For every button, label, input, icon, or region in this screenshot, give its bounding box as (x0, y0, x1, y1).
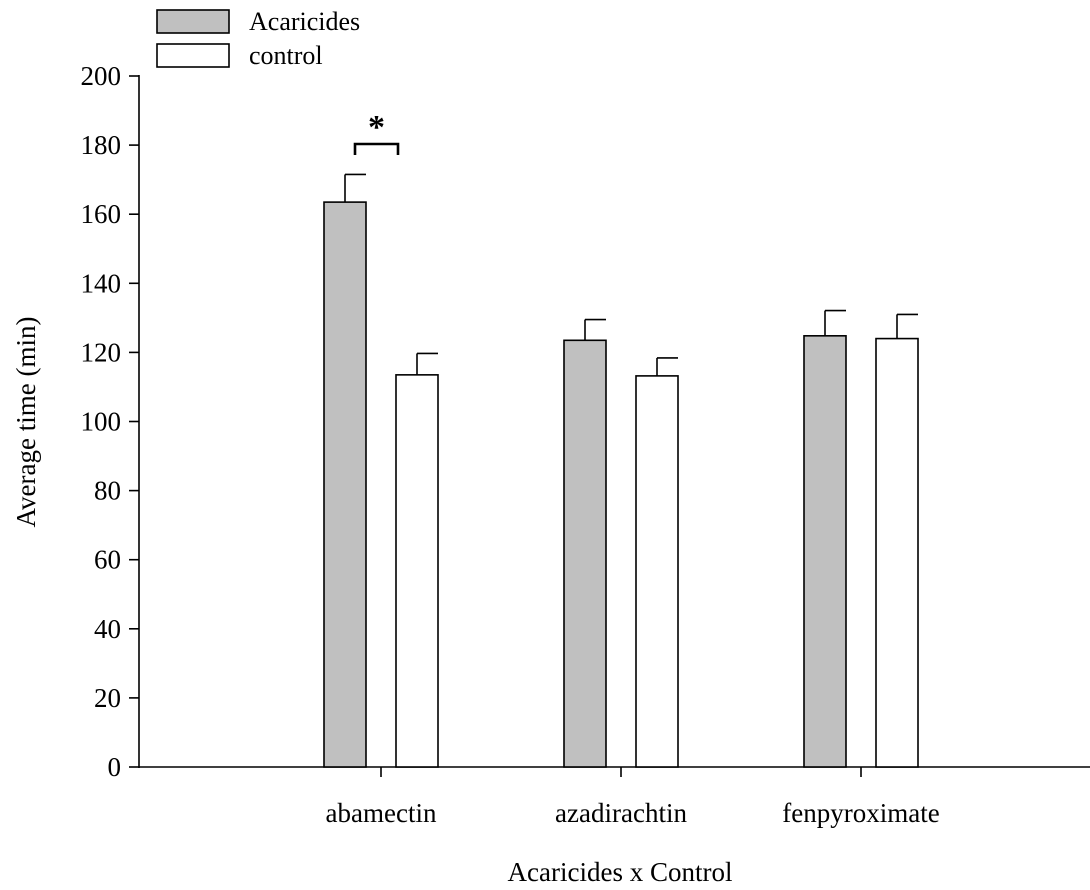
x-tick-label: abamectin (326, 798, 437, 828)
bar-acaricides-fenpyroximate (803, 335, 847, 768)
y-tick-label: 180 (81, 130, 122, 160)
x-axis: abamectin azadirachtin fenpyroximate (139, 766, 1090, 828)
bars (323, 173, 919, 768)
legend-label-control: control (249, 41, 323, 70)
y-tick-label: 0 (108, 752, 122, 782)
y-tick-label: 60 (94, 545, 121, 575)
y-ticks: 0 20 40 60 80 100 120 140 160 180 200 (81, 61, 139, 782)
y-tick-label: 20 (94, 683, 121, 713)
y-axis-label: Average time (min) (11, 317, 41, 528)
bar-control-abamectin (395, 374, 439, 768)
annotations: * (353, 109, 400, 155)
bar-control-fenpyroximate (875, 337, 919, 768)
x-ticks: abamectin azadirachtin fenpyroximate (326, 767, 940, 828)
x-axis-label: Acaricides x Control (508, 857, 733, 887)
significance-asterisk: * (368, 109, 385, 146)
legend-label-acaricides: Acaricides (249, 7, 360, 36)
y-axis: 0 20 40 60 80 100 120 140 160 180 200 (81, 61, 140, 782)
y-tick-label: 80 (94, 476, 121, 506)
y-tick-label: 40 (94, 614, 121, 644)
legend: Acaricides control (156, 7, 360, 70)
y-tick-label: 160 (81, 199, 122, 229)
bar-control-azadirachtin (635, 375, 679, 768)
bar-acaricides-azadirachtin (563, 339, 607, 768)
bar-acaricides-abamectin (323, 201, 367, 768)
y-tick-label: 120 (81, 337, 122, 367)
legend-swatch-acaricides (156, 9, 230, 34)
y-tick-label: 140 (81, 268, 122, 298)
y-tick-label: 200 (81, 61, 122, 91)
x-tick-label: azadirachtin (555, 798, 687, 828)
legend-swatch-control (156, 43, 230, 68)
significance-bracket (353, 142, 400, 155)
x-tick-label: fenpyroximate (782, 798, 939, 828)
y-tick-label: 100 (81, 407, 122, 437)
